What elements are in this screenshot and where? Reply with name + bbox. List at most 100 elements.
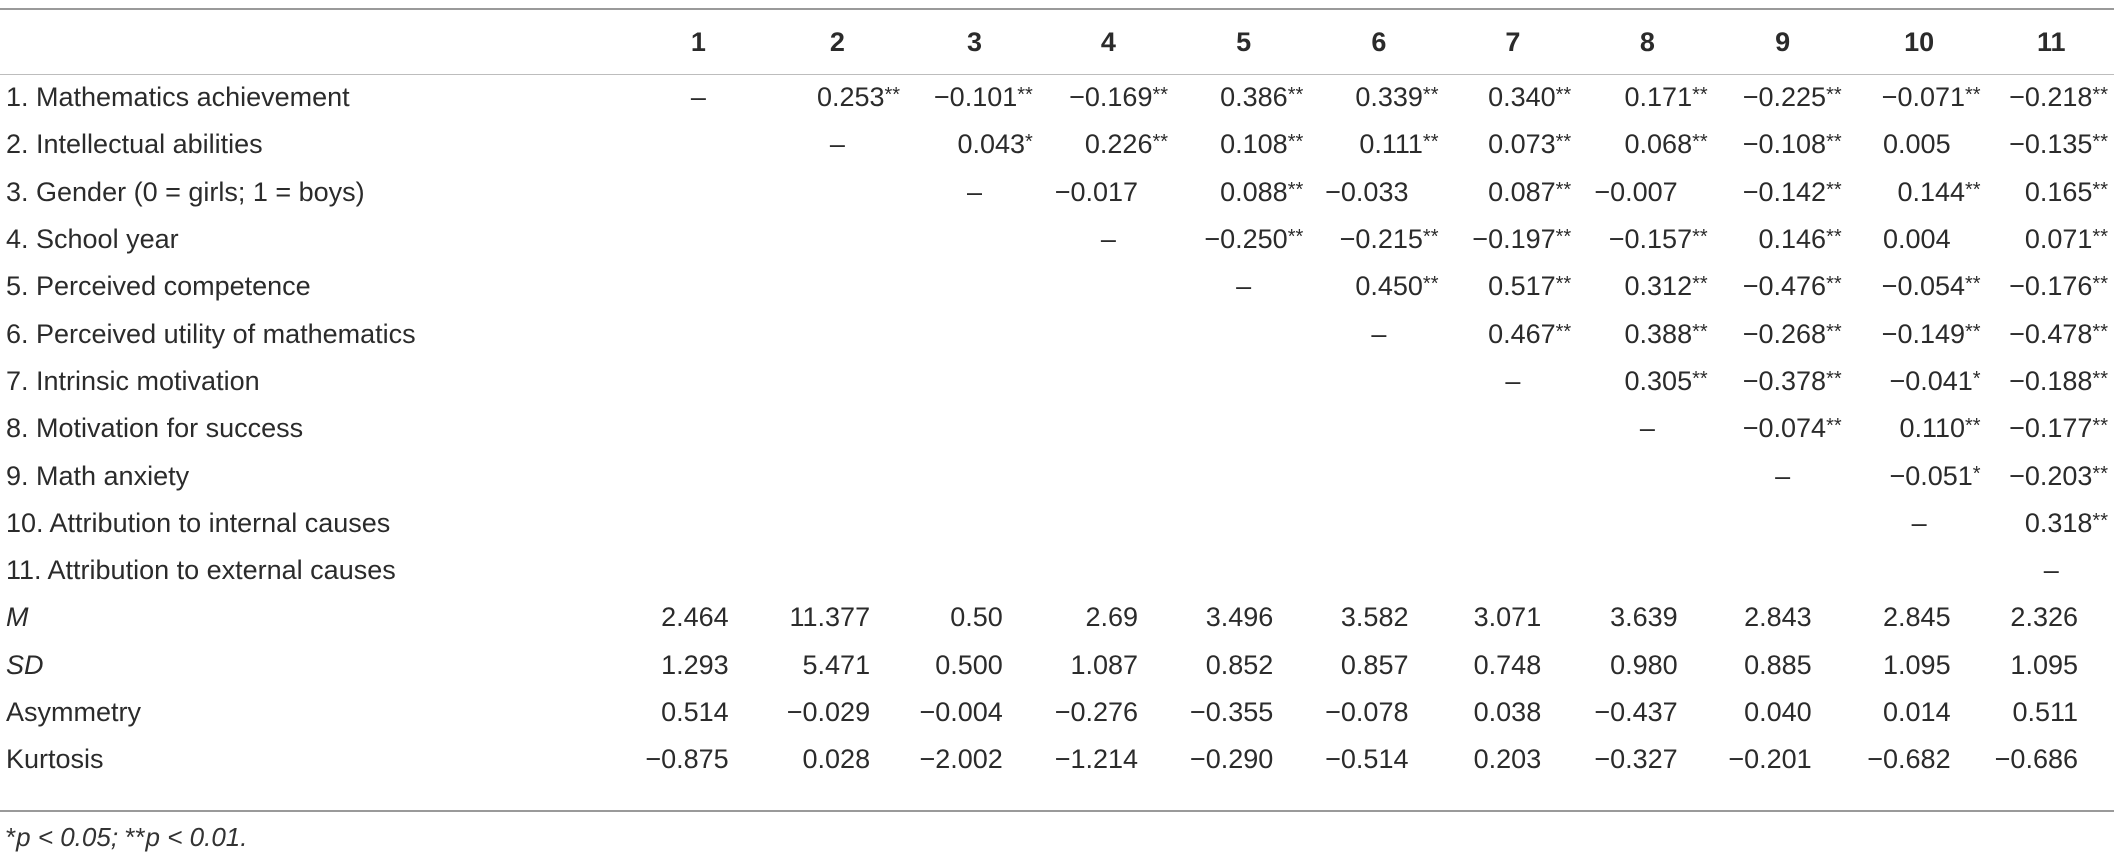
table-cell: −0.078	[1311, 689, 1446, 736]
table-row: 6. Perceived utility of mathematics – 0.46…	[0, 310, 2114, 357]
cell-value: 2.464	[661, 602, 729, 633]
table-cell: −0.188**	[1989, 358, 2114, 405]
table-row: 7. Intrinsic motivation –0.305** −0.378** −…	[0, 358, 2114, 405]
significance-marker: **	[2092, 320, 2108, 343]
table-cell: −0.004	[908, 689, 1041, 736]
table-cell	[630, 547, 766, 594]
table-header-rule	[0, 74, 2114, 75]
table-cell: 2.843	[1716, 594, 1850, 641]
significance-marker: **	[1826, 273, 1842, 296]
table-cell: 0.511	[1989, 689, 2114, 736]
significance-marker: *	[1972, 367, 1981, 390]
table-cell: 0.500	[908, 642, 1041, 689]
table-cell: 0.028	[767, 736, 908, 783]
table-cell	[630, 358, 766, 405]
table-cell: −0.051*	[1850, 452, 1989, 499]
table-cell: 0.043*	[908, 121, 1041, 168]
row-label: 1. Mathematics achievement	[6, 82, 350, 113]
cell-value: −0.290	[1189, 744, 1274, 775]
table-cell	[1850, 547, 1989, 594]
cell-value: 3.582	[1340, 602, 1409, 633]
table-row: 1. Mathematics achievement –0.253** −0.101…	[0, 74, 2114, 121]
table-cell	[1446, 452, 1579, 499]
table-cell: −0.169**	[1041, 74, 1176, 121]
row-label: SD	[6, 649, 44, 680]
table-row: 8. Motivation for success – −0.074** 0.110*…	[0, 405, 2114, 452]
table-cell: –	[1311, 310, 1446, 357]
row-label: 9. Math anxiety	[6, 460, 190, 491]
table-cell: 0.514	[630, 689, 766, 736]
table-cell: 1.095	[1989, 642, 2114, 689]
cell-value: 0.514	[661, 697, 729, 727]
cell-value: 0.517	[1488, 271, 1556, 302]
table-cell: –	[1716, 452, 1850, 499]
cell-value: –	[1236, 271, 1252, 302]
cell-value: −0.203	[2009, 460, 2093, 491]
cell-value: 1.293	[661, 649, 729, 680]
table-cell	[1041, 263, 1176, 310]
cell-value: −0.101	[933, 82, 1018, 113]
significance-marker: **	[1692, 320, 1708, 343]
table-cell	[1311, 358, 1446, 405]
cell-value: 0.340	[1488, 82, 1556, 113]
table-cell: 3.582	[1311, 594, 1446, 641]
significance-marker: **	[2092, 226, 2108, 249]
cell-value: −0.188	[2009, 365, 2093, 396]
cell-value: −0.327	[1594, 744, 1678, 775]
table-cell	[630, 310, 766, 357]
header-label-blank	[0, 11, 630, 74]
table-cell	[1041, 310, 1176, 357]
table-cell	[1716, 500, 1850, 547]
cell-value: 0.043	[957, 129, 1026, 160]
row-label: 5. Perceived competence	[6, 271, 311, 302]
table-cell: −0.135**	[1989, 121, 2114, 168]
column-header-1: 1	[690, 27, 706, 57]
significance-marker: **	[2092, 84, 2108, 107]
cell-value: –	[829, 129, 845, 160]
table-cell	[630, 405, 766, 452]
table-cell	[630, 121, 766, 168]
table-cell: 0.171**	[1579, 74, 1715, 121]
significance-marker: **	[1826, 226, 1842, 249]
column-header-6: 6	[1371, 27, 1387, 57]
table-cell: 0.885	[1716, 642, 1850, 689]
significance-marker: **	[1692, 84, 1708, 107]
cell-value: 0.203	[1473, 744, 1542, 775]
footnote-symbol-double: **	[125, 822, 146, 852]
table-cell	[1176, 405, 1311, 452]
table-cell	[1311, 547, 1446, 594]
significance-marker: **	[1555, 84, 1572, 107]
table-cell: 0.980	[1579, 642, 1715, 689]
table-cell	[1311, 500, 1446, 547]
column-header-4: 4	[1100, 27, 1116, 57]
column-header-10: 10	[1904, 27, 1935, 57]
table-cell: 0.111**	[1311, 121, 1446, 168]
column-header-11: 11	[2037, 27, 2066, 57]
significance-marker: **	[1422, 226, 1439, 249]
correlation-table: 1 2 3 4 5 6 7 8 9 10 11 1. Mathematics achievement…	[0, 11, 2114, 783]
table-row: 2. Intellectual abilities –0.043* 0.226** 0…	[0, 121, 2114, 168]
cell-value: 2.69	[1085, 602, 1139, 633]
significance-marker: **	[1555, 226, 1572, 249]
cell-value: –	[1505, 365, 1521, 396]
cell-value: 0.467	[1488, 318, 1556, 349]
cell-value: 1.095	[2010, 649, 2078, 680]
significance-marker: **	[1555, 273, 1572, 296]
table-cell	[1716, 547, 1850, 594]
column-header-8: 8	[1639, 27, 1655, 57]
table-cell	[630, 452, 766, 499]
table-cell	[1579, 547, 1715, 594]
cell-value: −0.476	[1742, 271, 1827, 302]
table-cell: −0.142**	[1716, 169, 1850, 216]
cell-value: 0.500	[935, 649, 1003, 680]
table-cell	[1579, 500, 1715, 547]
cell-value: −0.071	[1881, 82, 1966, 113]
table-cell	[1041, 405, 1176, 452]
cell-value: −0.051	[1889, 460, 1973, 491]
significance-marker: **	[2092, 131, 2108, 154]
cell-value: −0.250	[1204, 224, 1288, 255]
table-cell: −0.108**	[1716, 121, 1850, 168]
cell-value: −0.033	[1325, 176, 1409, 207]
table-cell: −0.029	[767, 689, 908, 736]
table-cell: 2.69	[1041, 594, 1176, 641]
